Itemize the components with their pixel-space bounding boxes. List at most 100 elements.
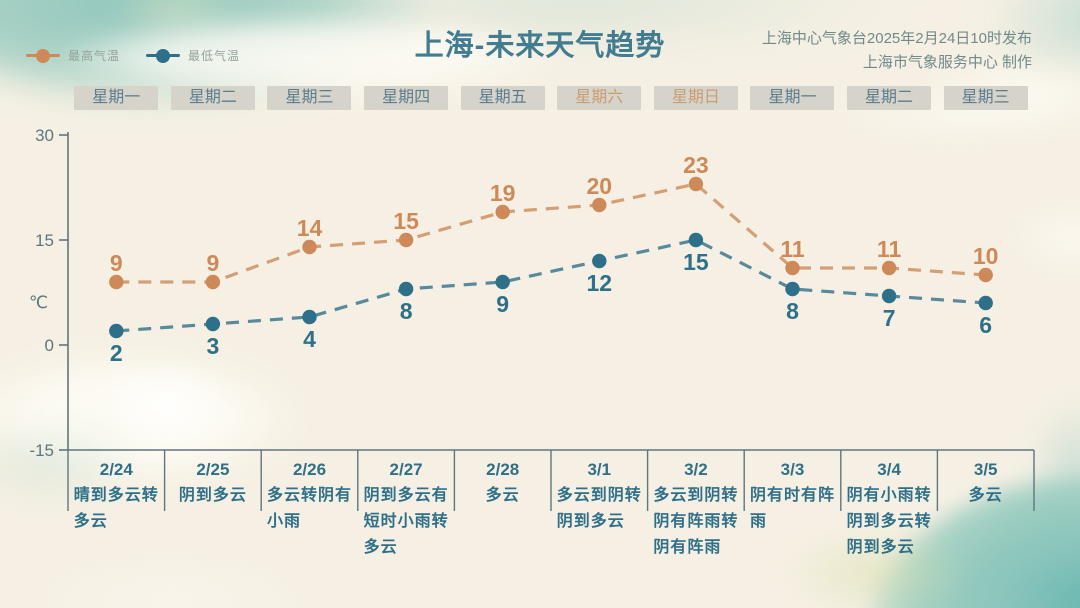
- day-date: 3/3: [780, 460, 805, 479]
- data-point: [688, 176, 704, 192]
- day-column: 2/26 多云转阴有 小雨: [261, 452, 358, 535]
- data-label: 9: [496, 291, 509, 317]
- data-label: 9: [110, 250, 123, 276]
- weather-line: 阴到多云: [846, 539, 915, 556]
- data-label: 14: [297, 215, 323, 241]
- weekday-cell: 星期六: [551, 86, 648, 110]
- weather-line: 阴到多云: [556, 513, 625, 530]
- weather-line: 多云: [363, 539, 398, 556]
- day-date: 2/25: [196, 460, 230, 479]
- publisher-line2: 上海市气象服务中心 制作: [862, 54, 1032, 71]
- data-label: 19: [490, 180, 516, 206]
- y-tick-label: -15: [29, 441, 54, 460]
- weekday-box: 星期二: [847, 86, 932, 110]
- weather-text: 多云到阴转 阴到多云: [551, 483, 648, 535]
- weekday-box: 星期四: [364, 86, 449, 110]
- data-point: [302, 239, 317, 255]
- day-date: 3/1: [587, 460, 612, 479]
- day-date: 3/4: [877, 460, 901, 479]
- weather-text: 阴到多云有 短时小雨转 多云: [358, 483, 455, 561]
- low-temp-marker-icon: [146, 48, 181, 63]
- weather-text: 阴有小雨转阴到多云转阴到多云: [841, 483, 938, 561]
- weather-line: 阴到多云: [178, 487, 247, 504]
- legend-label: 最高气温: [68, 49, 121, 63]
- data-point: [398, 232, 414, 248]
- weekday-cell: 星期四: [358, 86, 455, 110]
- day-date: 3/5: [973, 460, 998, 479]
- day-column: 2/28 多云: [454, 452, 551, 509]
- day-column: 3/5 多云: [937, 452, 1034, 509]
- chart-legend: 最高气温 最低气温: [26, 47, 240, 64]
- data-point: [109, 323, 124, 339]
- high-temp-marker-icon: [26, 48, 60, 63]
- data-label: 15: [683, 249, 709, 275]
- watercolor-blob: [780, 525, 970, 608]
- day-date: 3/2: [684, 460, 708, 479]
- weather-line: 多云: [968, 487, 1003, 504]
- data-label: 11: [877, 236, 902, 262]
- publisher-info: 上海中心气象台2025年2月24日10时发布 上海市气象服务中心 制作: [762, 27, 1032, 75]
- data-point: [495, 204, 510, 220]
- data-point: [592, 197, 607, 213]
- day-column: 2/24 晴到多云转 多云: [68, 452, 165, 535]
- weather-text: 阴到多云: [165, 483, 262, 509]
- data-label: 10: [973, 243, 999, 269]
- data-label: 23: [683, 152, 709, 178]
- legend-item-high: 最高气温: [26, 47, 120, 64]
- data-point: [881, 260, 897, 276]
- weather-line: 阴有阵雨转: [653, 513, 739, 530]
- weekday-cell: 星期三: [937, 86, 1034, 110]
- cloud-shape: [60, 16, 560, 98]
- publisher-line1: 上海中心气象台2025年2月24日10时发布: [761, 30, 1032, 47]
- weekday-box: 星期六: [557, 86, 642, 110]
- day-column: 2/25 阴到多云: [165, 452, 262, 509]
- data-point: [688, 232, 704, 248]
- weekday-box: 星期三: [943, 86, 1028, 110]
- weekday-cell: 星期五: [454, 86, 551, 110]
- data-label: 15: [393, 208, 419, 234]
- weather-line: 短时小雨转: [363, 513, 449, 530]
- weather-line: 多云到阴转: [653, 487, 739, 504]
- data-point: [592, 253, 607, 269]
- data-label: 12: [587, 270, 613, 296]
- weather-line: 多云转阴有: [266, 487, 352, 504]
- day-column: 3/1 多云到阴转 阴到多云: [551, 452, 648, 535]
- weekday-cell: 星期三: [261, 86, 358, 110]
- weekday-box: 星期五: [460, 86, 545, 110]
- day-column: 3/3 阴有时有阵雨: [744, 452, 841, 535]
- weather-line: 晴到多云转: [73, 487, 159, 504]
- data-point: [785, 260, 800, 276]
- series-line: [116, 238, 986, 333]
- weather-line: 阴到多云转: [846, 513, 932, 530]
- weather-text: 晴到多云转 多云: [68, 483, 165, 535]
- day-column: 3/2 多云到阴转 阴有阵雨转 阴有阵雨: [648, 452, 745, 561]
- weather-line: 多云: [73, 513, 108, 530]
- weekday-box: 星期三: [267, 86, 352, 110]
- series-line: [116, 182, 986, 284]
- weekday-cell: 星期二: [165, 86, 262, 110]
- data-point: [109, 274, 124, 290]
- weather-text: 多云转阴有 小雨: [261, 483, 358, 535]
- weather-line: 雨: [749, 513, 767, 530]
- legend-label: 最低气温: [188, 49, 241, 63]
- weather-line: 小雨: [266, 513, 301, 530]
- weekday-cell: 星期日: [648, 86, 745, 110]
- weekday-box: 星期二: [170, 86, 255, 110]
- weekday-row: 星期一 星期二 星期三 星期四 星期五 星期六 星期日 星期一 星期二 星期三: [68, 86, 1034, 110]
- data-label: 8: [786, 298, 799, 324]
- weekday-box: 星期一: [750, 86, 835, 110]
- data-point: [881, 288, 897, 304]
- data-point: [978, 267, 993, 283]
- page-title: 上海-未来天气趋势: [414, 30, 666, 62]
- weather-text: 多云到阴转 阴有阵雨转 阴有阵雨: [648, 483, 745, 561]
- weather-text: 多云: [937, 483, 1034, 509]
- data-point: [978, 295, 993, 311]
- day-column: 2/27 阴到多云有 短时小雨转 多云: [358, 452, 455, 561]
- y-tick-label: 0: [45, 336, 54, 355]
- weather-line: 阴有小雨转: [846, 487, 932, 504]
- data-point: [398, 281, 414, 297]
- day-date: 2/28: [486, 460, 520, 479]
- weekday-cell: 星期二: [841, 86, 938, 110]
- data-label: 3: [207, 333, 220, 359]
